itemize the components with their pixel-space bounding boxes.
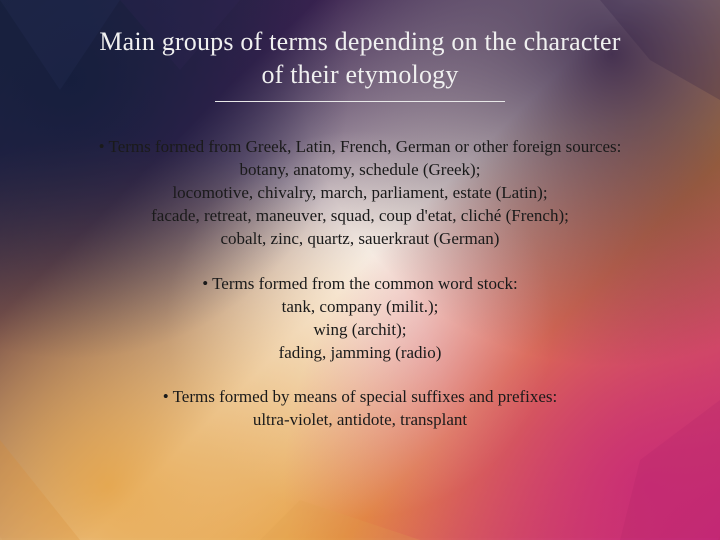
slide: Main groups of terms depending on the ch… [0, 0, 720, 540]
bullet-block-1: • Terms formed from Greek, Latin, French… [50, 136, 670, 251]
slide-body: • Terms formed from Greek, Latin, French… [50, 136, 670, 454]
slide-title: Main groups of terms depending on the ch… [60, 26, 660, 102]
bullet-1: • Terms formed from Greek, Latin, French… [50, 136, 670, 159]
bullet-2: • Terms formed from the common word stoc… [50, 273, 670, 296]
title-line-2: of their etymology [261, 60, 458, 89]
bullet-1-line-2: locomotive, chivalry, march, parliament,… [50, 182, 670, 205]
bullet-1-line-3: facade, retreat, maneuver, squad, coup d… [50, 205, 670, 228]
bullet-block-3: • Terms formed by means of special suffi… [50, 386, 670, 432]
title-line-1: Main groups of terms depending on the ch… [99, 27, 620, 56]
bullet-1-line-4: cobalt, zinc, quartz, sauerkraut (German… [50, 228, 670, 251]
bullet-2-line-1: tank, company (milit.); [50, 296, 670, 319]
title-underline [215, 101, 505, 102]
bullet-1-line-1: botany, anatomy, schedule (Greek); [50, 159, 670, 182]
bullet-block-2: • Terms formed from the common word stoc… [50, 273, 670, 365]
bullet-2-line-3: fading, jamming (radio) [50, 342, 670, 365]
bullet-3: • Terms formed by means of special suffi… [50, 386, 670, 409]
bullet-2-line-2: wing (archit); [50, 319, 670, 342]
bullet-3-line-1: ultra-violet, antidote, transplant [50, 409, 670, 432]
